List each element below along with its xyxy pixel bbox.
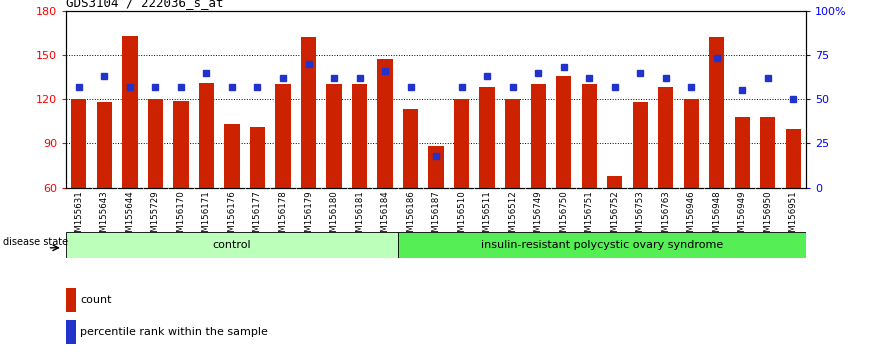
Bar <box>300 37 316 188</box>
Bar <box>148 99 163 188</box>
Bar <box>454 99 470 188</box>
Bar <box>352 84 367 188</box>
Bar <box>250 127 265 188</box>
Text: GDS3104 / 222036_s_at: GDS3104 / 222036_s_at <box>66 0 224 10</box>
Bar <box>786 129 801 188</box>
Bar <box>66 320 76 344</box>
Bar <box>122 36 137 188</box>
Text: count: count <box>80 295 112 305</box>
Bar <box>326 84 342 188</box>
Bar <box>199 83 214 188</box>
Bar <box>225 124 240 188</box>
Bar <box>760 117 775 188</box>
Bar <box>633 102 648 188</box>
Text: insulin-resistant polycystic ovary syndrome: insulin-resistant polycystic ovary syndr… <box>481 240 723 250</box>
Bar <box>505 99 521 188</box>
Bar <box>530 84 546 188</box>
Bar <box>581 84 596 188</box>
Text: percentile rank within the sample: percentile rank within the sample <box>80 327 268 337</box>
Text: disease state: disease state <box>4 238 69 247</box>
Bar <box>479 87 495 188</box>
Bar <box>684 99 699 188</box>
Bar <box>97 102 112 188</box>
Bar <box>66 232 398 258</box>
Text: control: control <box>212 240 251 250</box>
Bar <box>403 109 418 188</box>
Bar <box>735 117 750 188</box>
Bar <box>658 87 673 188</box>
Bar <box>276 84 291 188</box>
Bar <box>377 59 393 188</box>
Bar <box>71 99 86 188</box>
Bar <box>66 288 76 312</box>
Bar <box>607 176 622 188</box>
Bar <box>174 101 189 188</box>
Bar <box>398 232 806 258</box>
Bar <box>556 75 572 188</box>
Bar <box>428 146 444 188</box>
Bar <box>709 37 724 188</box>
